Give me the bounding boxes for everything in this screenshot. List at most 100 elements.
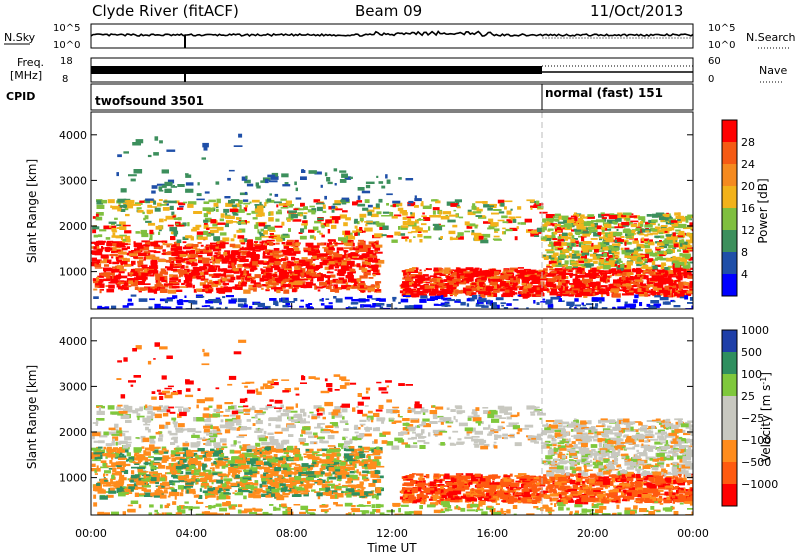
power-cell xyxy=(130,268,136,272)
power-cell xyxy=(457,301,461,303)
power-cell xyxy=(537,227,542,233)
power-cell xyxy=(327,239,336,242)
velocity-cell xyxy=(248,449,257,452)
power-cell xyxy=(93,296,99,299)
power-cell xyxy=(565,290,574,294)
power-cell xyxy=(196,231,205,235)
power-cell xyxy=(288,252,297,256)
velocity-cell xyxy=(373,461,381,466)
power-cell xyxy=(292,275,299,279)
power-cell xyxy=(564,282,568,287)
power-cell xyxy=(622,212,632,216)
power-cell xyxy=(657,281,667,285)
power-cell xyxy=(425,281,430,284)
power-cell xyxy=(224,250,231,255)
power-cell xyxy=(209,279,213,283)
power-cell xyxy=(505,228,513,232)
power-cell xyxy=(240,258,249,262)
power-cell xyxy=(432,223,440,226)
power-cell xyxy=(168,200,177,204)
power-cell xyxy=(364,221,373,223)
power-cell xyxy=(448,285,453,290)
power-cell xyxy=(503,273,507,278)
velocity-cell xyxy=(219,452,225,458)
velocity-cell xyxy=(116,466,123,470)
power-cell xyxy=(178,260,185,263)
power-cell xyxy=(523,286,527,291)
velocity-cell xyxy=(243,469,251,473)
power-cell xyxy=(586,216,595,219)
power-cell xyxy=(266,241,272,244)
power-cell xyxy=(230,257,235,262)
velocity-cell xyxy=(116,487,125,492)
power-cell xyxy=(632,285,637,288)
velocity-cell xyxy=(109,460,113,464)
power-cell xyxy=(479,272,489,274)
power-cell xyxy=(363,254,366,257)
power-cell xyxy=(289,279,298,284)
power-cell xyxy=(605,257,609,261)
power-cell xyxy=(203,224,209,229)
velocity-cell xyxy=(185,467,192,472)
power-cell xyxy=(559,225,564,228)
power-cell xyxy=(324,195,327,200)
velocity-cell xyxy=(160,474,167,478)
power-cell xyxy=(215,208,219,212)
power-cell xyxy=(401,236,409,239)
power-cell xyxy=(232,205,237,210)
power-cell xyxy=(134,256,143,260)
power-cell xyxy=(196,211,201,214)
power-cell xyxy=(623,290,629,292)
power-cell xyxy=(205,246,209,251)
power-cell xyxy=(204,279,209,283)
velocity-cell xyxy=(232,466,238,468)
power-cell xyxy=(127,298,132,302)
power-cell xyxy=(145,200,150,204)
power-cell xyxy=(475,215,483,217)
power-cell xyxy=(303,284,313,289)
power-cell xyxy=(196,193,202,197)
power-cell xyxy=(212,265,219,268)
power-cell xyxy=(435,268,444,273)
power-cell xyxy=(442,211,452,215)
power-cell xyxy=(260,268,263,271)
power-cell xyxy=(626,290,634,293)
velocity-cell xyxy=(99,479,104,484)
power-cell xyxy=(375,244,383,248)
velocity-cell xyxy=(263,457,266,459)
power-cell xyxy=(509,267,518,272)
power-cell xyxy=(185,188,194,193)
power-cell xyxy=(660,218,664,222)
power-cell xyxy=(609,226,617,229)
power-cell xyxy=(97,305,103,309)
power-cell xyxy=(107,199,115,204)
nsky-series xyxy=(90,30,694,38)
power-cell xyxy=(683,274,690,279)
velocity-cell xyxy=(148,459,151,461)
velocity-cell xyxy=(116,471,122,475)
power-cell xyxy=(607,287,613,292)
velocity-cell xyxy=(133,486,139,490)
velocity-cell xyxy=(212,471,216,474)
power-cell xyxy=(504,289,510,294)
power-cell xyxy=(464,271,473,276)
power-cell xyxy=(686,245,692,248)
power-cell xyxy=(331,216,341,220)
power-cell xyxy=(238,282,244,286)
power-cell xyxy=(286,241,293,246)
velocity-cell xyxy=(253,447,258,452)
velocity-cell xyxy=(312,453,316,456)
velocity-cell xyxy=(160,451,169,454)
velocity-cell xyxy=(304,479,309,483)
power-cell xyxy=(341,285,348,290)
power-cell xyxy=(386,193,393,196)
power-cell xyxy=(375,281,379,285)
power-cell xyxy=(248,305,253,309)
power-cell xyxy=(554,297,560,299)
power-cell xyxy=(203,146,208,151)
power-cell xyxy=(345,262,349,267)
velocity-cell xyxy=(315,454,324,456)
power-cell xyxy=(414,198,422,202)
power-cell xyxy=(593,252,597,255)
power-cell xyxy=(692,268,693,272)
